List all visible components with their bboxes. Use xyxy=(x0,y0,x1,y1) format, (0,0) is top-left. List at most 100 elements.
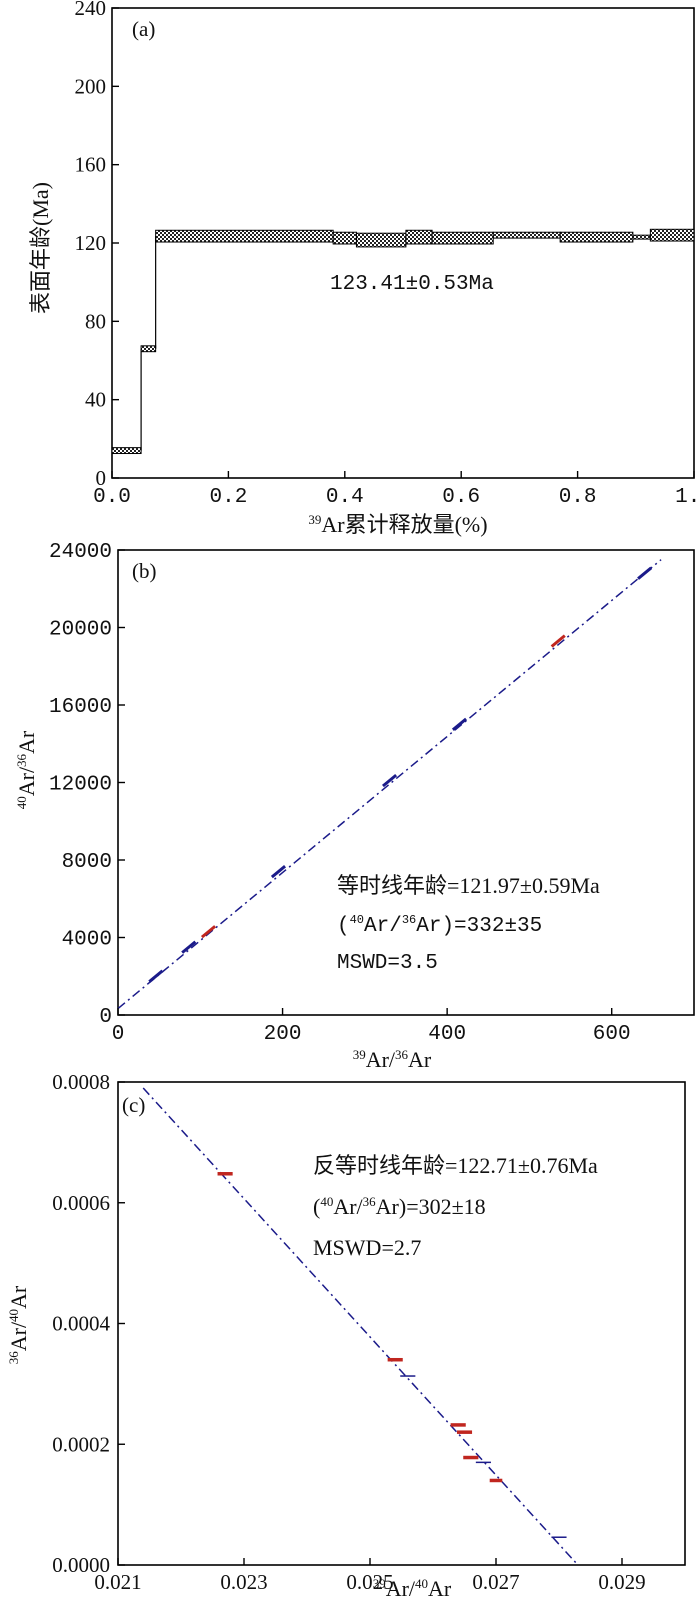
panel-b-y-axis-label: 40Ar/36Ar xyxy=(14,730,39,809)
panel-c-ratio-sup1: 40 xyxy=(320,1194,333,1209)
panel-b-y-mid: Ar/ xyxy=(14,766,39,796)
panel-b-ratio-sup2: 36 xyxy=(402,913,416,927)
age-step-bar xyxy=(649,228,695,242)
panel-b-y-tick-label: 0 xyxy=(99,1006,112,1029)
panel-a-y-tick-label: 200 xyxy=(75,74,107,98)
panel-b: (b) 0 4000 8000 12000 16000 20000 24000 0 200 40… xyxy=(14,541,695,1072)
panel-b-x-ticks: 0 200 400 600 xyxy=(112,1008,631,1046)
panel-c-ratio-end: Ar)=302±18 xyxy=(376,1194,486,1219)
isochron-data-point xyxy=(148,969,164,983)
panel-a-x-tick-label: 0.8 xyxy=(559,486,597,509)
isochron-data-point xyxy=(550,634,566,648)
panel-c-x-axis-label: 39Ar/40Ar xyxy=(373,1576,452,1597)
panel-a-y-axis-label: 表面年龄(Ma) xyxy=(28,182,53,314)
panel-a-x-label-sup: 39 xyxy=(308,512,321,527)
panel-b-x-end: Ar xyxy=(408,1047,432,1072)
panel-c-y-tick-label: 0.0004 xyxy=(52,1312,110,1336)
isochron-data-point xyxy=(200,925,217,939)
panel-b-ratio-sup1: 40 xyxy=(350,913,364,927)
panel-a-y-tick-label: 160 xyxy=(75,153,107,177)
panel-c-label: (c) xyxy=(122,1093,145,1117)
panel-c-y-axis-label: 36Ar/40Ar xyxy=(6,1285,31,1364)
panel-c-x-sup1: 39 xyxy=(373,1576,386,1591)
panel-c-y-tick-label: 0.0002 xyxy=(52,1432,110,1456)
panel-c-x-tick-label: 0.029 xyxy=(598,1570,645,1594)
age-step-bar xyxy=(492,231,561,239)
age-step-bar xyxy=(140,345,157,353)
panel-b-annotation-mswd: MSWD=3.5 xyxy=(337,952,438,975)
panel-a-x-tick-label: 0.2 xyxy=(209,486,247,509)
panel-b-x-tick-label: 200 xyxy=(264,1023,302,1046)
panel-b-annotation-ratio: (40Ar/36Ar)=332±35 xyxy=(337,913,542,938)
age-step-bar xyxy=(155,229,334,243)
panel-a-x-ticks: 0.0 0.2 0.4 0.6 0.8 1.0 xyxy=(93,471,700,509)
panel-b-x-tick-label: 0 xyxy=(112,1023,125,1046)
isochron-data-point xyxy=(181,940,197,954)
panel-a-steps xyxy=(111,228,695,455)
panel-a-annotation: 123.41±0.53Ma xyxy=(330,273,494,296)
isochron-data-point xyxy=(382,773,398,788)
panel-c-x-tick-label: 0.023 xyxy=(220,1570,267,1594)
age-step-bar xyxy=(405,229,433,245)
panel-a-y-ticks: 0 40 80 120 160 200 240 xyxy=(75,0,119,490)
panel-a-label: (a) xyxy=(132,17,155,41)
panel-b-x-sup2: 36 xyxy=(395,1047,409,1062)
panel-c-x-sup2: 40 xyxy=(415,1576,428,1591)
isochron-data-point xyxy=(451,717,468,731)
panel-a: (a) 0 40 80 120 160 200 240 0.0 0.2 0.4 0.6 0.8 1.0… xyxy=(28,0,700,537)
age-step-bar xyxy=(355,232,407,248)
panel-c-x-mid: Ar/ xyxy=(386,1576,416,1597)
panel-b-x-sup1: 39 xyxy=(353,1047,366,1062)
panel-c-annotation-mswd: MSWD=2.7 xyxy=(313,1235,421,1260)
panel-c-x-tick-label: 0.025 xyxy=(346,1570,393,1594)
panel-c-y-mid: Ar/ xyxy=(6,1321,31,1351)
panel-a-y-tick-label: 0 xyxy=(96,466,107,490)
panel-b-y-tick-label: 16000 xyxy=(49,696,112,719)
panel-c-y-end: Ar xyxy=(6,1285,31,1309)
panel-c-y-tick-label: 0.0008 xyxy=(52,1070,110,1094)
panel-b-ratio-mid: Ar/ xyxy=(364,915,402,938)
panel-a-x-axis-label: 39Ar累计释放量(%) xyxy=(308,512,487,537)
panel-a-x-tick-label: 0.6 xyxy=(442,486,480,509)
panel-c-x-end: Ar xyxy=(428,1576,452,1597)
panel-b-x-tick-label: 600 xyxy=(593,1023,631,1046)
panel-a-y-tick-label: 40 xyxy=(85,388,106,412)
age-step-bar xyxy=(559,231,634,243)
panel-b-y-ticks: 0 4000 8000 12000 16000 20000 24000 xyxy=(49,541,125,1029)
panel-b-label: (b) xyxy=(132,559,157,583)
panel-c-annotation-age: 反等时线年龄=122.71±0.76Ma xyxy=(313,1153,598,1178)
panel-b-x-tick-label: 400 xyxy=(428,1023,466,1046)
panel-c-ratio-sup2: 36 xyxy=(363,1194,377,1209)
panel-b-y-tick-label: 4000 xyxy=(62,929,112,952)
age-step-bar xyxy=(431,231,494,245)
panel-c-x-ticks: 0.021 0.023 0.025 0.027 0.029 xyxy=(94,1558,646,1594)
panel-b-ratio-open: ( xyxy=(337,915,350,938)
panel-b-y-end: Ar xyxy=(14,730,39,754)
inverse-isochron-fit-line xyxy=(142,1087,579,1566)
age-step-bar xyxy=(332,231,357,245)
panel-a-x-tick-label: 1.0 xyxy=(675,486,700,509)
isochron-fit-line xyxy=(117,559,662,1010)
panel-b-y-sup1: 40 xyxy=(14,796,29,809)
panel-a-x-tick-label: 0.4 xyxy=(326,486,364,509)
panel-a-y-tick-label: 80 xyxy=(85,309,106,333)
panel-a-y-tick-label: 120 xyxy=(75,231,107,255)
panel-c-y-tick-label: 0.0006 xyxy=(52,1191,110,1215)
panel-b-y-tick-label: 8000 xyxy=(62,851,112,874)
panel-a-x-tick-label: 0.0 xyxy=(93,486,131,509)
panel-b-ratio-end: Ar)=332±35 xyxy=(416,915,542,938)
panel-b-y-sup2: 36 xyxy=(14,753,29,767)
panel-c-annotation-ratio: (40Ar/36Ar)=302±18 xyxy=(313,1194,486,1219)
panel-c: (c) 0.0000 0.0002 0.0004 0.0006 0.0008 0.021… xyxy=(6,1070,686,1597)
panel-c-y-sup1: 36 xyxy=(6,1351,21,1365)
panel-b-y-tick-label: 20000 xyxy=(49,619,112,642)
panel-c-x-tick-label: 0.021 xyxy=(94,1570,141,1594)
panel-c-y-tick-label: 0.0000 xyxy=(52,1553,110,1577)
panel-b-x-axis-label: 39Ar/36Ar xyxy=(353,1047,432,1072)
age-step-bar xyxy=(111,447,142,455)
panel-a-x-label-main: Ar累计释放量(%) xyxy=(321,512,487,537)
age-step-bar xyxy=(632,234,651,240)
panel-c-y-ticks: 0.0000 0.0002 0.0004 0.0006 0.0008 xyxy=(52,1070,125,1577)
panel-c-x-tick-label: 0.027 xyxy=(472,1570,519,1594)
